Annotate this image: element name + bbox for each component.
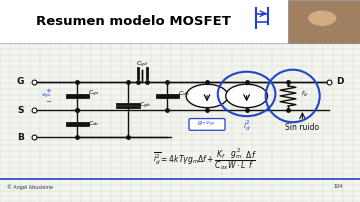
- Text: $C_{db}$: $C_{db}$: [178, 89, 190, 98]
- Text: +: +: [45, 88, 51, 94]
- Circle shape: [308, 10, 337, 26]
- Text: G: G: [17, 77, 24, 86]
- Text: D: D: [336, 77, 343, 86]
- Text: $C_{gd}$: $C_{gd}$: [136, 60, 148, 70]
- Text: Resumen modelo MOSFET: Resumen modelo MOSFET: [36, 15, 231, 28]
- Circle shape: [226, 84, 267, 108]
- Text: Sin ruido: Sin ruido: [285, 123, 319, 132]
- Text: $i_d^2$: $i_d^2$: [243, 118, 251, 133]
- Text: S: S: [17, 106, 24, 115]
- Text: $\overline{i_d^2} = 4kT\gamma g_m \Delta f + \dfrac{K_f}{C_{ox}} \dfrac{g_m^2}{W: $\overline{i_d^2} = 4kT\gamma g_m \Delta…: [153, 147, 257, 173]
- Text: −: −: [45, 99, 51, 105]
- Text: $v_{gs}$: $v_{gs}$: [41, 91, 52, 101]
- FancyBboxPatch shape: [0, 0, 360, 43]
- Text: © Angel Abusleme: © Angel Abusleme: [7, 184, 53, 190]
- Text: B: B: [17, 133, 24, 142]
- Text: 104: 104: [334, 184, 343, 189]
- Circle shape: [186, 84, 228, 108]
- Text: $C_{gs}$: $C_{gs}$: [88, 89, 99, 99]
- Text: $C_{sb}$: $C_{sb}$: [88, 119, 99, 128]
- FancyBboxPatch shape: [288, 0, 360, 43]
- FancyBboxPatch shape: [189, 119, 225, 130]
- Text: $C_{gb}$: $C_{gb}$: [139, 100, 150, 111]
- Text: $r_o$: $r_o$: [301, 89, 309, 99]
- Text: $g_m v_{gs}$: $g_m v_{gs}$: [198, 120, 216, 129]
